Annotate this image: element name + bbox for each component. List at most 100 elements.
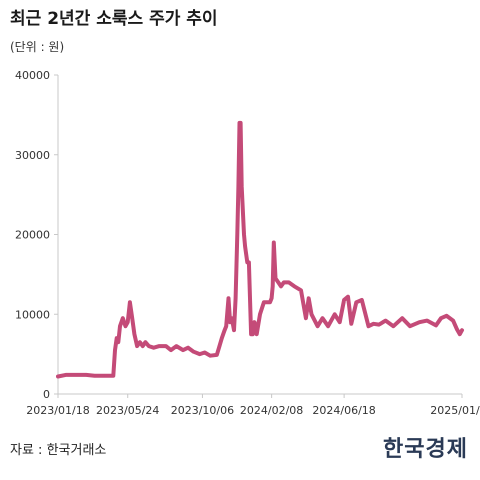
data-point bbox=[121, 316, 125, 320]
data-point bbox=[458, 332, 462, 336]
data-point bbox=[101, 374, 105, 378]
data-point bbox=[371, 322, 376, 326]
data-point bbox=[338, 320, 342, 324]
data-point bbox=[279, 284, 283, 288]
data-point bbox=[242, 232, 246, 237]
data-point bbox=[224, 324, 228, 328]
data-point bbox=[235, 232, 239, 237]
data-point bbox=[115, 336, 119, 340]
data-point bbox=[152, 346, 156, 350]
data-point bbox=[425, 319, 429, 323]
data-point bbox=[439, 316, 443, 320]
data-point bbox=[434, 323, 438, 327]
data-point bbox=[111, 374, 115, 378]
x-tick-label: 2023/05/24 bbox=[96, 404, 159, 417]
data-point bbox=[354, 300, 358, 304]
data-point bbox=[92, 374, 97, 378]
data-point bbox=[451, 319, 455, 323]
data-point bbox=[299, 288, 303, 292]
data-point bbox=[270, 296, 274, 300]
data-point bbox=[276, 280, 280, 284]
y-tick-label: 40000 bbox=[15, 69, 50, 82]
data-point bbox=[360, 298, 364, 302]
data-point bbox=[186, 346, 190, 350]
data-point bbox=[230, 316, 234, 320]
x-axis-ticks: 2023/01/18 2023/05/24 2023/10/06 2024/02/08… bbox=[26, 394, 480, 417]
data-point bbox=[271, 284, 275, 288]
data-point bbox=[169, 348, 173, 352]
data-point bbox=[192, 350, 196, 354]
unit-label: (단위 : 원) bbox=[10, 40, 65, 54]
data-point bbox=[377, 323, 381, 327]
data-point bbox=[138, 340, 142, 344]
data-point bbox=[208, 354, 212, 358]
data-point bbox=[226, 296, 231, 300]
data-point bbox=[116, 340, 120, 344]
data-point bbox=[316, 324, 320, 328]
y-axis-ticks: 0 10000 20000 30000 40000 bbox=[15, 69, 58, 401]
data-point bbox=[56, 374, 60, 379]
y-tick-label: 0 bbox=[43, 388, 50, 401]
x-tick-label: 2024/02/08 bbox=[240, 404, 303, 417]
data-point bbox=[239, 121, 243, 125]
data-point bbox=[292, 284, 296, 288]
data-point bbox=[268, 300, 272, 304]
data-point bbox=[157, 344, 161, 348]
data-point bbox=[391, 324, 395, 328]
y-tick-label: 20000 bbox=[15, 229, 50, 242]
data-point bbox=[282, 280, 286, 284]
data-point bbox=[247, 260, 251, 264]
data-point bbox=[126, 320, 130, 324]
data-point bbox=[181, 348, 185, 352]
data-point bbox=[217, 346, 221, 350]
data-point bbox=[262, 300, 266, 304]
data-point bbox=[143, 340, 147, 344]
data-point bbox=[333, 312, 337, 316]
data-point bbox=[320, 316, 325, 320]
data-point bbox=[64, 373, 68, 377]
data-point bbox=[287, 280, 291, 284]
data-point bbox=[258, 312, 262, 316]
data-point bbox=[384, 319, 388, 323]
data-point bbox=[135, 344, 139, 348]
x-tick-label: 2024/06/18 bbox=[312, 404, 375, 417]
data-point bbox=[123, 324, 128, 328]
data-point bbox=[243, 244, 247, 249]
data-point bbox=[366, 324, 371, 328]
data-point bbox=[220, 336, 224, 340]
data-point bbox=[408, 324, 412, 328]
data-point bbox=[255, 332, 259, 336]
data-point bbox=[234, 296, 238, 300]
data-point bbox=[307, 296, 311, 300]
data-point bbox=[349, 322, 353, 326]
data-point bbox=[215, 353, 219, 357]
data-point bbox=[240, 185, 244, 189]
data-point bbox=[232, 328, 236, 332]
publisher-logo: 한국경제 bbox=[383, 436, 468, 462]
x-tick-label: 2025/01/17 bbox=[430, 404, 480, 417]
data-point bbox=[147, 344, 151, 348]
data-point bbox=[460, 328, 464, 332]
series-line bbox=[56, 120, 464, 379]
data-point bbox=[346, 295, 350, 299]
data-point bbox=[400, 316, 404, 320]
series bbox=[56, 120, 464, 379]
data-point bbox=[444, 314, 449, 318]
data-point bbox=[273, 276, 278, 280]
data-point bbox=[326, 324, 330, 328]
data-point bbox=[132, 332, 136, 336]
x-tick-label: 2023/01/18 bbox=[26, 404, 89, 417]
data-point bbox=[118, 324, 122, 328]
source-label: 자료 : 한국거래소 bbox=[10, 443, 107, 458]
data-point bbox=[251, 332, 255, 336]
data-point bbox=[266, 300, 270, 304]
chart-title: 최근 2년간 소룩스 주가 추이 bbox=[10, 9, 218, 29]
data-point bbox=[455, 327, 459, 331]
y-tick-label: 30000 bbox=[15, 149, 50, 162]
data-point bbox=[74, 373, 78, 377]
data-point bbox=[272, 240, 276, 245]
data-point bbox=[236, 185, 240, 189]
data-point bbox=[174, 344, 178, 348]
data-point bbox=[223, 328, 227, 332]
